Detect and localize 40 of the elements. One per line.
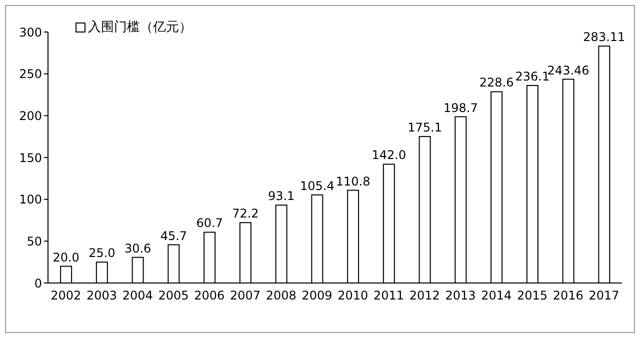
data-label: 175.1 <box>408 120 442 134</box>
x-tick-label: 2010 <box>338 288 368 303</box>
x-tick-label: 2012 <box>409 288 440 303</box>
data-label: 283.11 <box>583 30 626 44</box>
x-tick-label: 2005 <box>158 288 189 303</box>
data-label: 236.1 <box>515 69 550 84</box>
data-label: 198.7 <box>444 100 478 115</box>
x-tick-label: 2009 <box>302 288 332 303</box>
data-label: 20.0 <box>52 250 80 264</box>
y-tick-label: 250 <box>19 67 42 82</box>
x-tick-label: 2002 <box>50 288 82 303</box>
x-tick-label: 2014 <box>481 288 512 303</box>
x-tick-label: 2015 <box>517 288 548 303</box>
data-label: 45.7 <box>160 228 188 243</box>
data-label: 72.2 <box>232 206 259 221</box>
data-label: 105.4 <box>300 178 334 193</box>
data-label: 30.6 <box>124 241 152 256</box>
x-tick-label: 2004 <box>122 288 153 303</box>
x-tick-label: 2006 <box>194 288 225 303</box>
x-tick-label: 2017 <box>588 288 620 303</box>
data-label: 25.0 <box>88 246 116 260</box>
y-tick-label: 150 <box>19 150 42 165</box>
data-label: 228.6 <box>479 76 514 90</box>
x-tick-label: 2013 <box>445 288 476 303</box>
data-label: 142.0 <box>372 148 406 162</box>
legend-label: 入围门槛（亿元） <box>87 19 192 36</box>
x-tick-label: 2007 <box>230 288 261 303</box>
x-tick-label: 2008 <box>266 288 296 303</box>
y-tick-label: 50 <box>26 234 42 248</box>
y-tick-label: 0 <box>34 276 42 290</box>
y-tick-label: 200 <box>19 108 42 123</box>
x-tick-label: 2016 <box>552 288 584 303</box>
y-tick-label: 300 <box>19 25 42 40</box>
data-label: 60.7 <box>196 216 223 230</box>
data-label: 243.46 <box>547 63 590 78</box>
x-tick-label: 2003 <box>86 288 118 303</box>
data-label: 93.1 <box>268 189 295 204</box>
data-label: 110.8 <box>336 174 370 188</box>
y-tick-label: 100 <box>19 192 42 207</box>
x-tick-label: 2011 <box>374 288 404 303</box>
